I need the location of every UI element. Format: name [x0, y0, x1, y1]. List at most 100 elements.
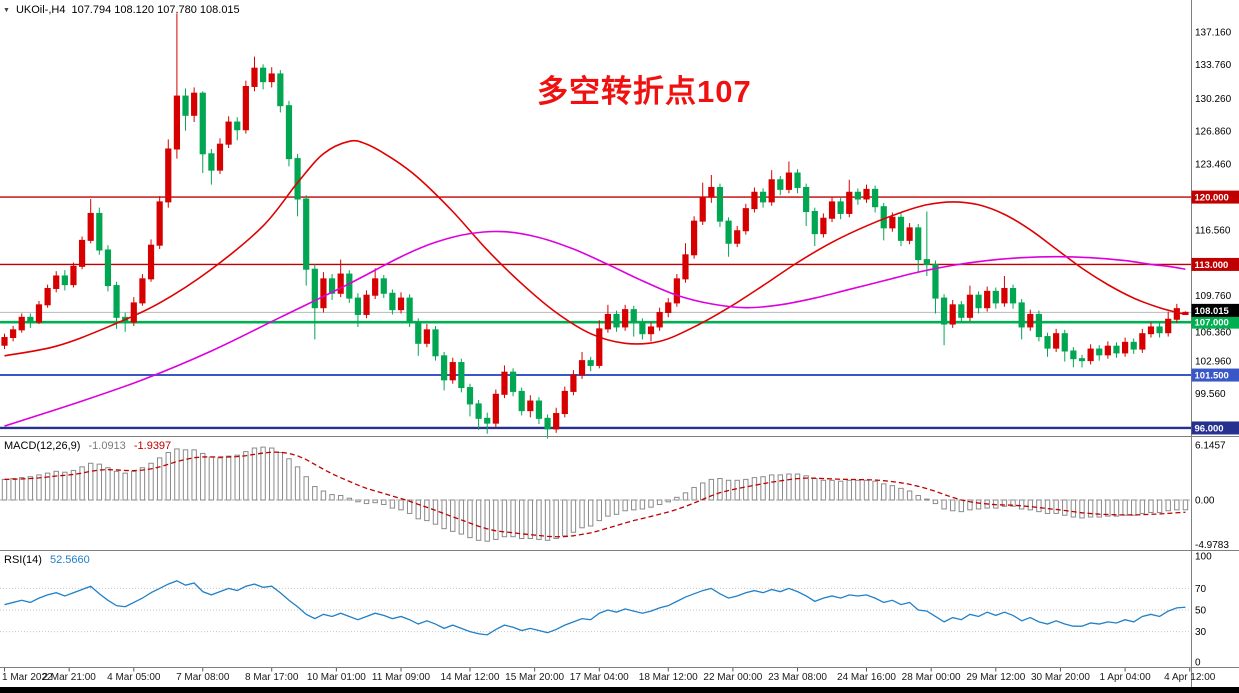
candle-body [61, 275, 68, 286]
price-axis-label: 116.560 [1195, 226, 1231, 237]
candle-body [966, 294, 974, 318]
macd-bar [1131, 499, 1137, 516]
macd-bar [363, 499, 370, 505]
macd-bar [156, 457, 163, 501]
macd-bar [820, 479, 827, 501]
macd-bar [475, 499, 482, 541]
macd-bar [613, 499, 620, 515]
candle-body [35, 304, 43, 323]
macd-bar [553, 499, 559, 540]
candle-body [975, 294, 982, 309]
candle-body [27, 316, 34, 323]
time-axis-label: 10 Mar 01:00 [307, 672, 366, 683]
time-axis-label: 11 Mar 09:00 [372, 672, 431, 683]
candle-body [147, 244, 155, 280]
macd-bar [803, 475, 809, 501]
candle-body [630, 309, 637, 323]
candle-body [1027, 313, 1034, 328]
time-axis-label: 24 Mar 16:00 [837, 672, 896, 683]
macd-bar [484, 499, 490, 542]
price-axis-label: 126.860 [1195, 127, 1232, 138]
candle-body [1113, 345, 1120, 354]
price-axis[interactable]: 137.160 133.760 130.260 126.860 123.460 116.5… [1191, 28, 1239, 435]
macd-bar [1001, 499, 1008, 507]
candle-body [130, 302, 137, 323]
candle-body [923, 259, 930, 265]
candle-body [906, 227, 913, 241]
macd-bar [269, 447, 275, 501]
candle-body [940, 297, 948, 325]
candle-body [949, 304, 956, 325]
macd-bar [829, 479, 835, 501]
time-axis-label: 17 Mar 04:00 [570, 672, 629, 683]
candle-body [492, 393, 499, 424]
candle-body [70, 265, 77, 286]
time-axis-label: 8 Mar 17:00 [245, 672, 299, 683]
macd-bar [217, 457, 223, 501]
time-axis-label: 18 Mar 12:00 [639, 672, 698, 683]
time-axis-label: 7 Mar 08:00 [176, 672, 230, 683]
macd-bar [1182, 499, 1189, 511]
macd-bar [381, 499, 387, 505]
candle-body [294, 158, 301, 200]
candle-body [1053, 333, 1060, 349]
macd-bar [932, 499, 939, 505]
candle-body [596, 328, 603, 366]
macd-bar [725, 479, 732, 501]
time-axis-label: 4 Mar 05:00 [107, 672, 161, 683]
price-level-badge [1191, 257, 1239, 271]
candle-body [260, 67, 267, 83]
time-axis-label: 2 Mar 21:00 [42, 672, 96, 683]
chart-title: ▼ UKOil-,H4 107.794 108.120 107.780 108.… [3, 4, 240, 16]
candle-body [139, 278, 146, 304]
macd-bar [544, 499, 551, 541]
price-level-badge [1191, 368, 1239, 382]
macd-bar [286, 458, 292, 501]
candle-body [682, 254, 689, 280]
macd-bar [855, 479, 861, 501]
macd-bar [924, 498, 930, 501]
price-axis-label: 133.760 [1195, 60, 1232, 71]
macd-bar [277, 452, 284, 501]
bottom-scrollbar[interactable] [0, 687, 1239, 693]
candle-body [415, 321, 422, 344]
rsi-axis-label: 70 [1195, 584, 1207, 595]
candle-body [915, 227, 922, 261]
rsi-axis-label: 30 [1195, 627, 1207, 638]
macd-bar [1165, 499, 1171, 512]
price-axis-label: 109.760 [1195, 291, 1232, 302]
macd-bar [656, 499, 663, 505]
candle-body [484, 417, 491, 424]
macd-bar [587, 499, 594, 527]
macd-bar [105, 467, 111, 501]
macd-bar [975, 499, 982, 510]
candle-body [604, 313, 611, 330]
candle-body [751, 191, 758, 210]
candle-body [113, 285, 120, 318]
candle-body [475, 403, 482, 419]
macd-bar [467, 499, 473, 539]
candle-body [173, 95, 181, 150]
time-axis-label: 30 Mar 20:00 [1031, 672, 1090, 683]
macd-bar [622, 499, 628, 512]
macd-bar [950, 499, 956, 512]
macd-bar [536, 499, 542, 540]
macd-bar [846, 479, 852, 501]
candle-body [346, 273, 353, 299]
macd-bar [225, 455, 232, 501]
candle-body [863, 188, 870, 200]
candle-body [18, 316, 25, 331]
macd-bar [312, 486, 318, 501]
macd-bar [303, 476, 309, 501]
candle-body [1130, 341, 1137, 350]
candle-body [803, 186, 810, 213]
macd-bar [1122, 499, 1128, 516]
candle-body [406, 297, 413, 323]
macd-bar [519, 499, 525, 540]
candle-body [277, 73, 284, 107]
symbol-menu-icon[interactable]: ▼ [3, 6, 10, 14]
macd-bar [570, 499, 577, 533]
macd-bar [1087, 499, 1094, 518]
